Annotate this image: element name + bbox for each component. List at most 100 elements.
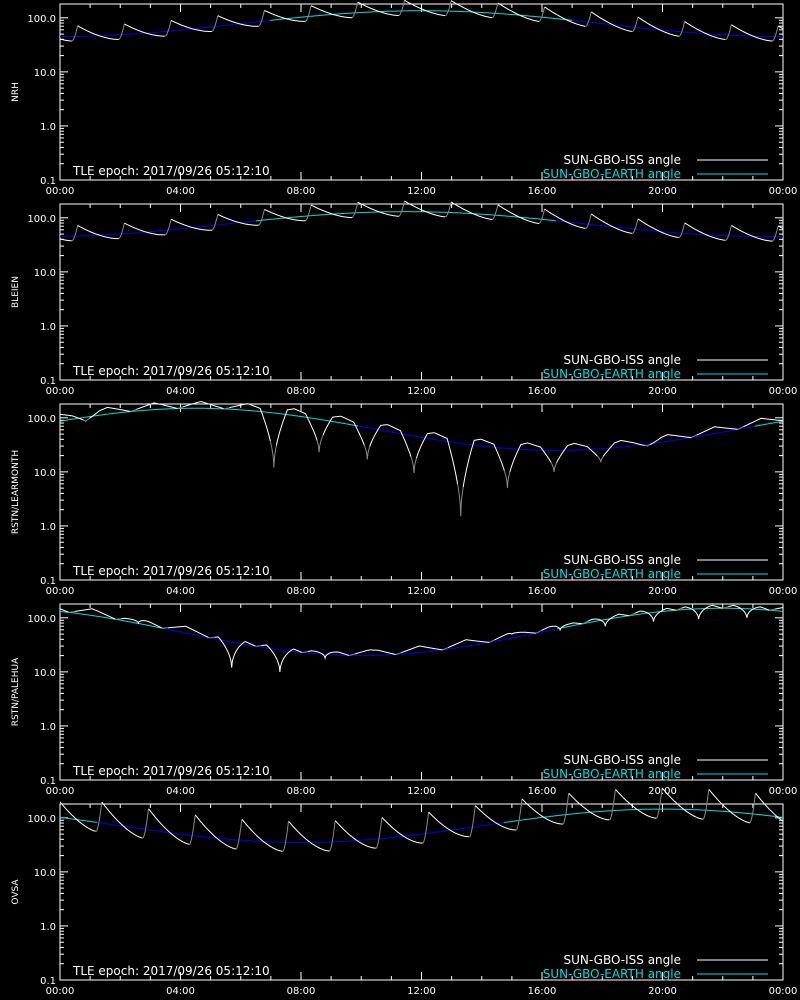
series-line-iss-angle bbox=[217, 214, 259, 226]
series-line-iss-angle bbox=[214, 636, 256, 668]
y-tick-label: 10.0 bbox=[34, 268, 56, 279]
legend-label: SUN-GBO-EARTH angle bbox=[543, 567, 681, 581]
series-line-earth-angle bbox=[97, 821, 504, 843]
series-line-iss-angle bbox=[189, 815, 196, 845]
y-tick-label: 100.0 bbox=[27, 414, 56, 425]
series-line-iss-angle bbox=[629, 612, 636, 617]
series-line-iss-angle bbox=[772, 226, 779, 242]
series-line-iss-angle bbox=[678, 21, 686, 37]
series-line-iss-angle bbox=[363, 445, 371, 460]
series-line-iss-angle bbox=[305, 5, 312, 22]
series-line-iss-angle bbox=[637, 218, 679, 238]
series-line-iss-angle bbox=[445, 0, 452, 17]
series-line-iss-angle bbox=[182, 401, 224, 410]
legend-label: SUN-GBO-EARTH angle bbox=[543, 967, 681, 981]
series-line-iss-angle bbox=[550, 462, 558, 472]
tle-epoch-label: TLE epoch: 2017/09/26 05:12:10 bbox=[72, 764, 270, 778]
series-line-iss-angle bbox=[544, 6, 586, 27]
series-line-iss-angle bbox=[503, 470, 511, 489]
x-tick-label: 20:00 bbox=[648, 586, 677, 597]
y-tick-label: 100.0 bbox=[27, 814, 56, 825]
y-tick-label: 10.0 bbox=[34, 468, 56, 479]
y-tick-label: 0.1 bbox=[40, 776, 56, 787]
x-tick-label: 16:00 bbox=[528, 586, 557, 597]
series-line-iss-angle bbox=[634, 607, 677, 622]
y-axis-label: RSTN/PALEHUA bbox=[11, 657, 21, 726]
y-axis-label: OVSA bbox=[11, 879, 21, 905]
x-tick-label: 20:00 bbox=[648, 386, 677, 397]
series-line-iss-angle bbox=[74, 608, 116, 620]
series-line-iss-angle bbox=[684, 21, 726, 40]
legend-label: SUN-GBO-ISS angle bbox=[564, 553, 681, 567]
series-line-iss-angle bbox=[194, 814, 237, 850]
series-line-iss-angle bbox=[354, 649, 396, 655]
y-axis-label: NRH bbox=[11, 82, 21, 102]
x-tick-label: 12:00 bbox=[407, 786, 436, 797]
y-tick-label: 0.1 bbox=[40, 576, 56, 587]
x-tick-label: 00:00 bbox=[769, 586, 798, 597]
series-line-earth-angle bbox=[503, 808, 784, 824]
series-line-iss-angle bbox=[136, 402, 178, 410]
x-tick-label: 04:00 bbox=[166, 786, 195, 797]
series-line-iss-angle bbox=[351, 2, 359, 18]
series-line-iss-angle bbox=[469, 806, 476, 838]
series-line-iss-angle bbox=[609, 789, 616, 821]
series-line-iss-angle bbox=[492, 204, 499, 220]
series-line-iss-angle bbox=[398, 0, 405, 16]
series-line-iss-angle bbox=[737, 426, 744, 430]
legend-label: SUN-GBO-ISS angle bbox=[564, 953, 681, 967]
series-line-iss-angle bbox=[130, 408, 137, 413]
series-line-iss-angle bbox=[631, 219, 639, 234]
series-line-iss-angle bbox=[497, 204, 540, 225]
series-line-iss-angle bbox=[489, 639, 495, 643]
series-line-earth-angle bbox=[269, 10, 573, 21]
chart-panel-4: 0.1 1.0 10.0 100.0 00:00 04:00 08:00 12:00 16:00… bbox=[11, 603, 797, 797]
series-line-iss-angle bbox=[591, 213, 632, 234]
series-line-iss-angle bbox=[217, 15, 259, 27]
series-line-iss-angle bbox=[416, 432, 459, 485]
series-line-iss-angle bbox=[728, 604, 770, 618]
series-line-iss-angle bbox=[731, 225, 773, 242]
series-line-iss-angle bbox=[497, 2, 540, 22]
chart-panel-2: 0.1 1.0 10.0 100.0 00:00 04:00 08:00 12:00 16:00… bbox=[11, 200, 797, 397]
series-line-iss-angle bbox=[777, 225, 784, 230]
series-line-iss-angle bbox=[167, 625, 209, 638]
x-tick-label: 20:00 bbox=[648, 786, 677, 797]
series-line-iss-angle bbox=[310, 5, 353, 19]
series-line-iss-angle bbox=[445, 202, 452, 218]
series-line-iss-angle bbox=[749, 793, 756, 824]
legend-label: SUN-GBO-ISS angle bbox=[564, 353, 681, 367]
series-line-iss-angle bbox=[381, 817, 423, 844]
series-line-iss-angle bbox=[59, 608, 69, 613]
series-line-iss-angle bbox=[71, 225, 79, 242]
series-line-iss-angle bbox=[661, 787, 703, 820]
series-line-iss-angle bbox=[678, 223, 686, 239]
series-line-iss-angle bbox=[494, 631, 537, 641]
series-line-iss-angle bbox=[211, 214, 219, 231]
series-line-iss-angle bbox=[568, 793, 610, 821]
x-tick-label: 04:00 bbox=[166, 986, 195, 997]
series-line-iss-angle bbox=[428, 811, 470, 838]
x-tick-label: 12:00 bbox=[407, 586, 436, 597]
x-tick-label: 08:00 bbox=[287, 186, 316, 197]
series-line-iss-angle bbox=[258, 209, 265, 226]
series-line-iss-angle bbox=[755, 793, 784, 822]
series-line-iss-angle bbox=[68, 611, 75, 613]
x-tick-label: 00:00 bbox=[46, 586, 75, 597]
series-line-iss-angle bbox=[615, 789, 657, 819]
series-line-iss-angle bbox=[556, 442, 598, 463]
series-line-iss-angle bbox=[404, 0, 446, 17]
series-line-iss-angle bbox=[521, 798, 564, 825]
x-tick-label: 04:00 bbox=[166, 586, 195, 597]
series-line-iss-angle bbox=[535, 629, 542, 634]
series-line-iss-angle bbox=[410, 456, 417, 474]
legend-label: SUN-GBO-ISS angle bbox=[564, 753, 681, 767]
x-tick-label: 00:00 bbox=[769, 186, 798, 197]
y-tick-label: 0.1 bbox=[40, 376, 56, 387]
series-line-iss-angle bbox=[690, 434, 697, 439]
series-line-iss-angle bbox=[585, 12, 592, 27]
series-line-iss-angle bbox=[282, 821, 289, 852]
series-line-iss-angle bbox=[649, 434, 692, 446]
series-line-iss-angle bbox=[77, 25, 119, 40]
